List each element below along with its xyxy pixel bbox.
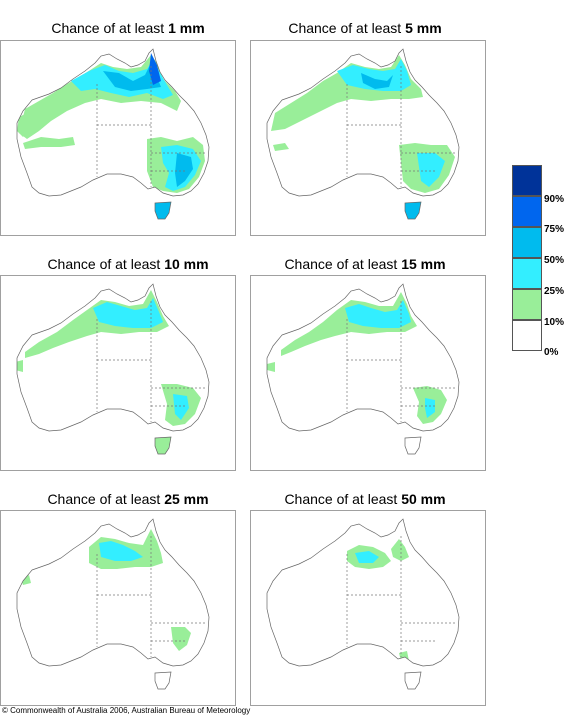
legend-swatch-10-25	[512, 289, 542, 320]
legend-label-75: 75%	[544, 224, 565, 235]
probability-region	[17, 360, 23, 372]
probability-region	[155, 437, 171, 454]
australia-map-25mm	[16, 518, 210, 690]
legend-swatch-0-10	[512, 320, 542, 351]
probability-region	[281, 292, 417, 356]
map-25mm	[0, 510, 236, 706]
probability-region	[267, 362, 275, 372]
landmass	[267, 519, 459, 689]
map-50mm	[250, 510, 486, 706]
panel-title-15mm: Chance of at least 15 mm	[284, 256, 446, 272]
state-border	[96, 301, 207, 422]
panel-title-1mm: Chance of at least 1 mm	[51, 20, 205, 36]
australia-map-50mm	[266, 518, 460, 690]
map-15mm	[250, 275, 486, 471]
probability-region	[173, 394, 189, 420]
probability-region	[103, 63, 161, 91]
probability-region	[391, 539, 409, 561]
map-1mm	[0, 40, 236, 236]
probability-legend	[512, 165, 542, 352]
probability-region	[345, 300, 411, 328]
coastline	[266, 48, 460, 220]
australia-map-15mm	[266, 283, 460, 455]
panel-title-10mm: Chance of at least 10 mm	[47, 256, 209, 272]
legend-swatch-90-100	[512, 165, 542, 196]
coastline	[16, 518, 210, 690]
probability-region	[171, 627, 191, 651]
probability-region	[99, 541, 143, 561]
probability-region	[337, 59, 411, 91]
probability-region	[175, 153, 193, 187]
probability-region	[155, 202, 171, 219]
probability-region	[149, 53, 161, 85]
coastline	[16, 48, 210, 220]
legend-label-0: 0%	[544, 347, 559, 358]
australia-map-5mm	[266, 48, 460, 220]
probability-region	[21, 575, 31, 585]
probability-region	[425, 398, 435, 418]
panel-title-5mm: Chance of at least 5 mm	[288, 20, 442, 36]
map-10mm	[0, 275, 236, 471]
state-border	[96, 536, 207, 657]
probability-region	[361, 73, 393, 89]
probability-region	[23, 137, 75, 149]
state-border	[346, 301, 457, 422]
australia-map-10mm	[16, 283, 210, 455]
legend-swatch-25-50	[512, 258, 542, 289]
legend-label-10: 10%	[544, 317, 565, 328]
map-5mm	[250, 40, 486, 236]
copyright-notice: © Commonwealth of Australia 2006, Austra…	[2, 706, 251, 715]
panel-title-50mm: Chance of at least 50 mm	[284, 491, 446, 507]
probability-region	[405, 202, 421, 219]
legend-swatch-75-90	[512, 196, 542, 227]
coastline	[266, 283, 460, 455]
australia-map-1mm	[16, 48, 210, 220]
panel-title-25mm: Chance of at least 25 mm	[47, 491, 209, 507]
probability-region	[355, 551, 379, 563]
probability-region	[273, 143, 289, 151]
probability-region	[93, 298, 163, 328]
state-border	[96, 66, 207, 187]
coastline	[266, 518, 460, 690]
probability-region	[417, 153, 445, 187]
legend-label-90: 90%	[544, 194, 565, 205]
legend-label-50: 50%	[544, 255, 565, 266]
legend-swatch-50-75	[512, 227, 542, 258]
state-border	[346, 66, 457, 187]
coastline	[16, 283, 210, 455]
legend-label-25: 25%	[544, 286, 565, 297]
probability-region	[17, 113, 31, 137]
state-border	[346, 536, 457, 657]
